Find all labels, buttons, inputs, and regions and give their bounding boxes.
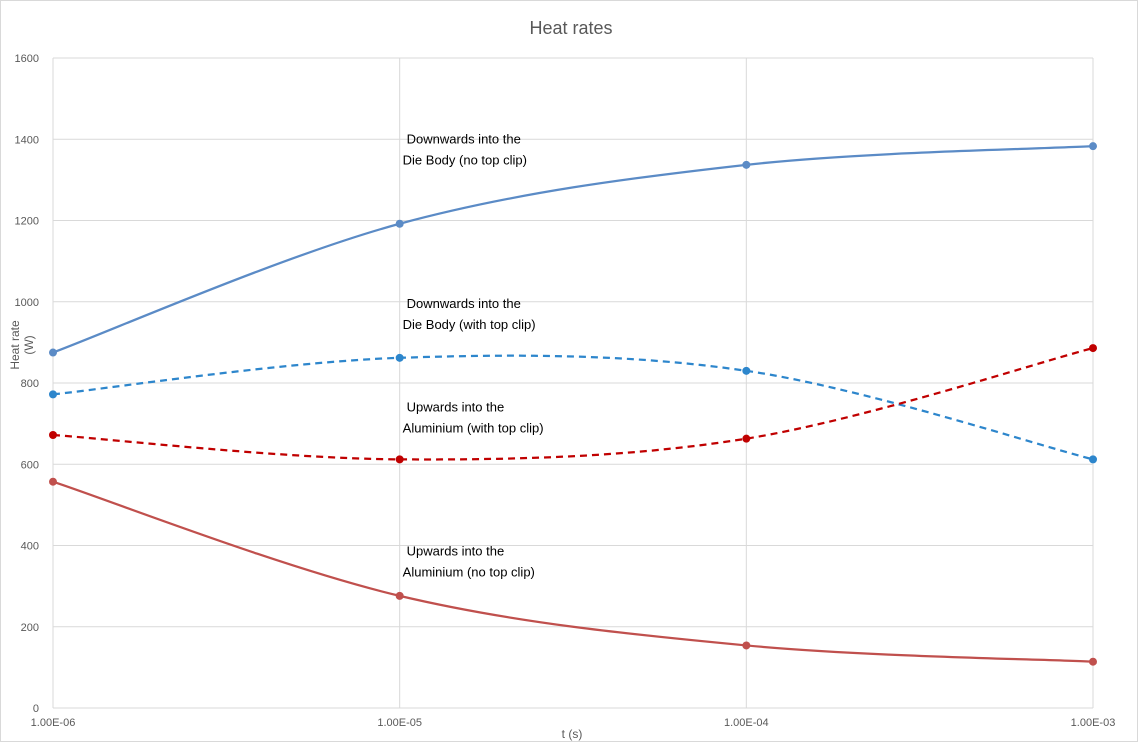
data-point	[395, 455, 404, 464]
series-line	[52, 354, 1094, 461]
x-tick-labels: 1.00E-06 1.00E-05 1.00E-04 1.00E-03	[31, 717, 1116, 729]
data-point	[1089, 657, 1097, 666]
data-point	[742, 641, 751, 650]
y-tick-label: 800	[21, 378, 39, 390]
y-tick-label: 1200	[15, 216, 39, 228]
annotation-text: Aluminium (no top clip)	[403, 565, 535, 580]
series-line	[51, 145, 1095, 354]
y-tick-labels: 0 200 400 600 800 1000 1200 1400 1600	[15, 53, 39, 715]
annotation-text: Downwards into the	[407, 296, 521, 311]
data-point	[1089, 344, 1097, 353]
y-tick-label: 1600	[15, 53, 39, 65]
chart-title: Heat rates	[529, 18, 612, 38]
annotation-text: Aluminium (with top clip)	[403, 420, 544, 435]
data-point	[395, 591, 404, 600]
y-tick-label: 600	[21, 459, 39, 471]
annotation-text: Die Body (no top clip)	[403, 152, 527, 167]
y-tick-label: 0	[33, 703, 39, 715]
annotation-text: Downwards into the	[407, 131, 521, 146]
y-tick-label: 1400	[15, 134, 39, 146]
annotation-text: Die Body (with top clip)	[403, 317, 536, 332]
data-point	[395, 219, 404, 228]
x-tick-label: 1.00E-04	[724, 717, 769, 729]
data-point	[1089, 142, 1097, 151]
y-axis-label: Heat rate (W)	[8, 320, 36, 370]
y-tick-label: 400	[21, 541, 39, 553]
data-point	[1089, 455, 1097, 464]
data-point	[742, 366, 751, 375]
data-point	[49, 477, 57, 486]
series-line	[52, 346, 1094, 461]
y-axis-label-line-2: (W)	[22, 335, 36, 354]
data-point	[49, 431, 57, 439]
y-axis-label-line-1: Heat rate	[8, 320, 22, 370]
annotation-text: Upwards into the	[407, 544, 505, 559]
y-tick-label: 200	[21, 622, 39, 634]
data-point	[742, 160, 751, 169]
data-point	[742, 434, 751, 443]
x-tick-label: 1.00E-06	[31, 717, 76, 729]
x-axis-label: t (s)	[562, 727, 583, 741]
series-line	[51, 480, 1095, 663]
series-group	[49, 142, 1097, 666]
data-point	[49, 390, 57, 399]
x-tick-label: 1.00E-05	[377, 717, 422, 729]
annotation-text: Upwards into the	[407, 399, 505, 414]
gridlines	[52, 57, 1094, 709]
annotations: Downwards into the Die Body (no top clip)…	[403, 131, 544, 579]
data-point	[395, 353, 404, 362]
x-tick-label: 1.00E-03	[1071, 717, 1116, 729]
data-point	[49, 348, 57, 357]
y-tick-label: 1000	[15, 297, 39, 309]
